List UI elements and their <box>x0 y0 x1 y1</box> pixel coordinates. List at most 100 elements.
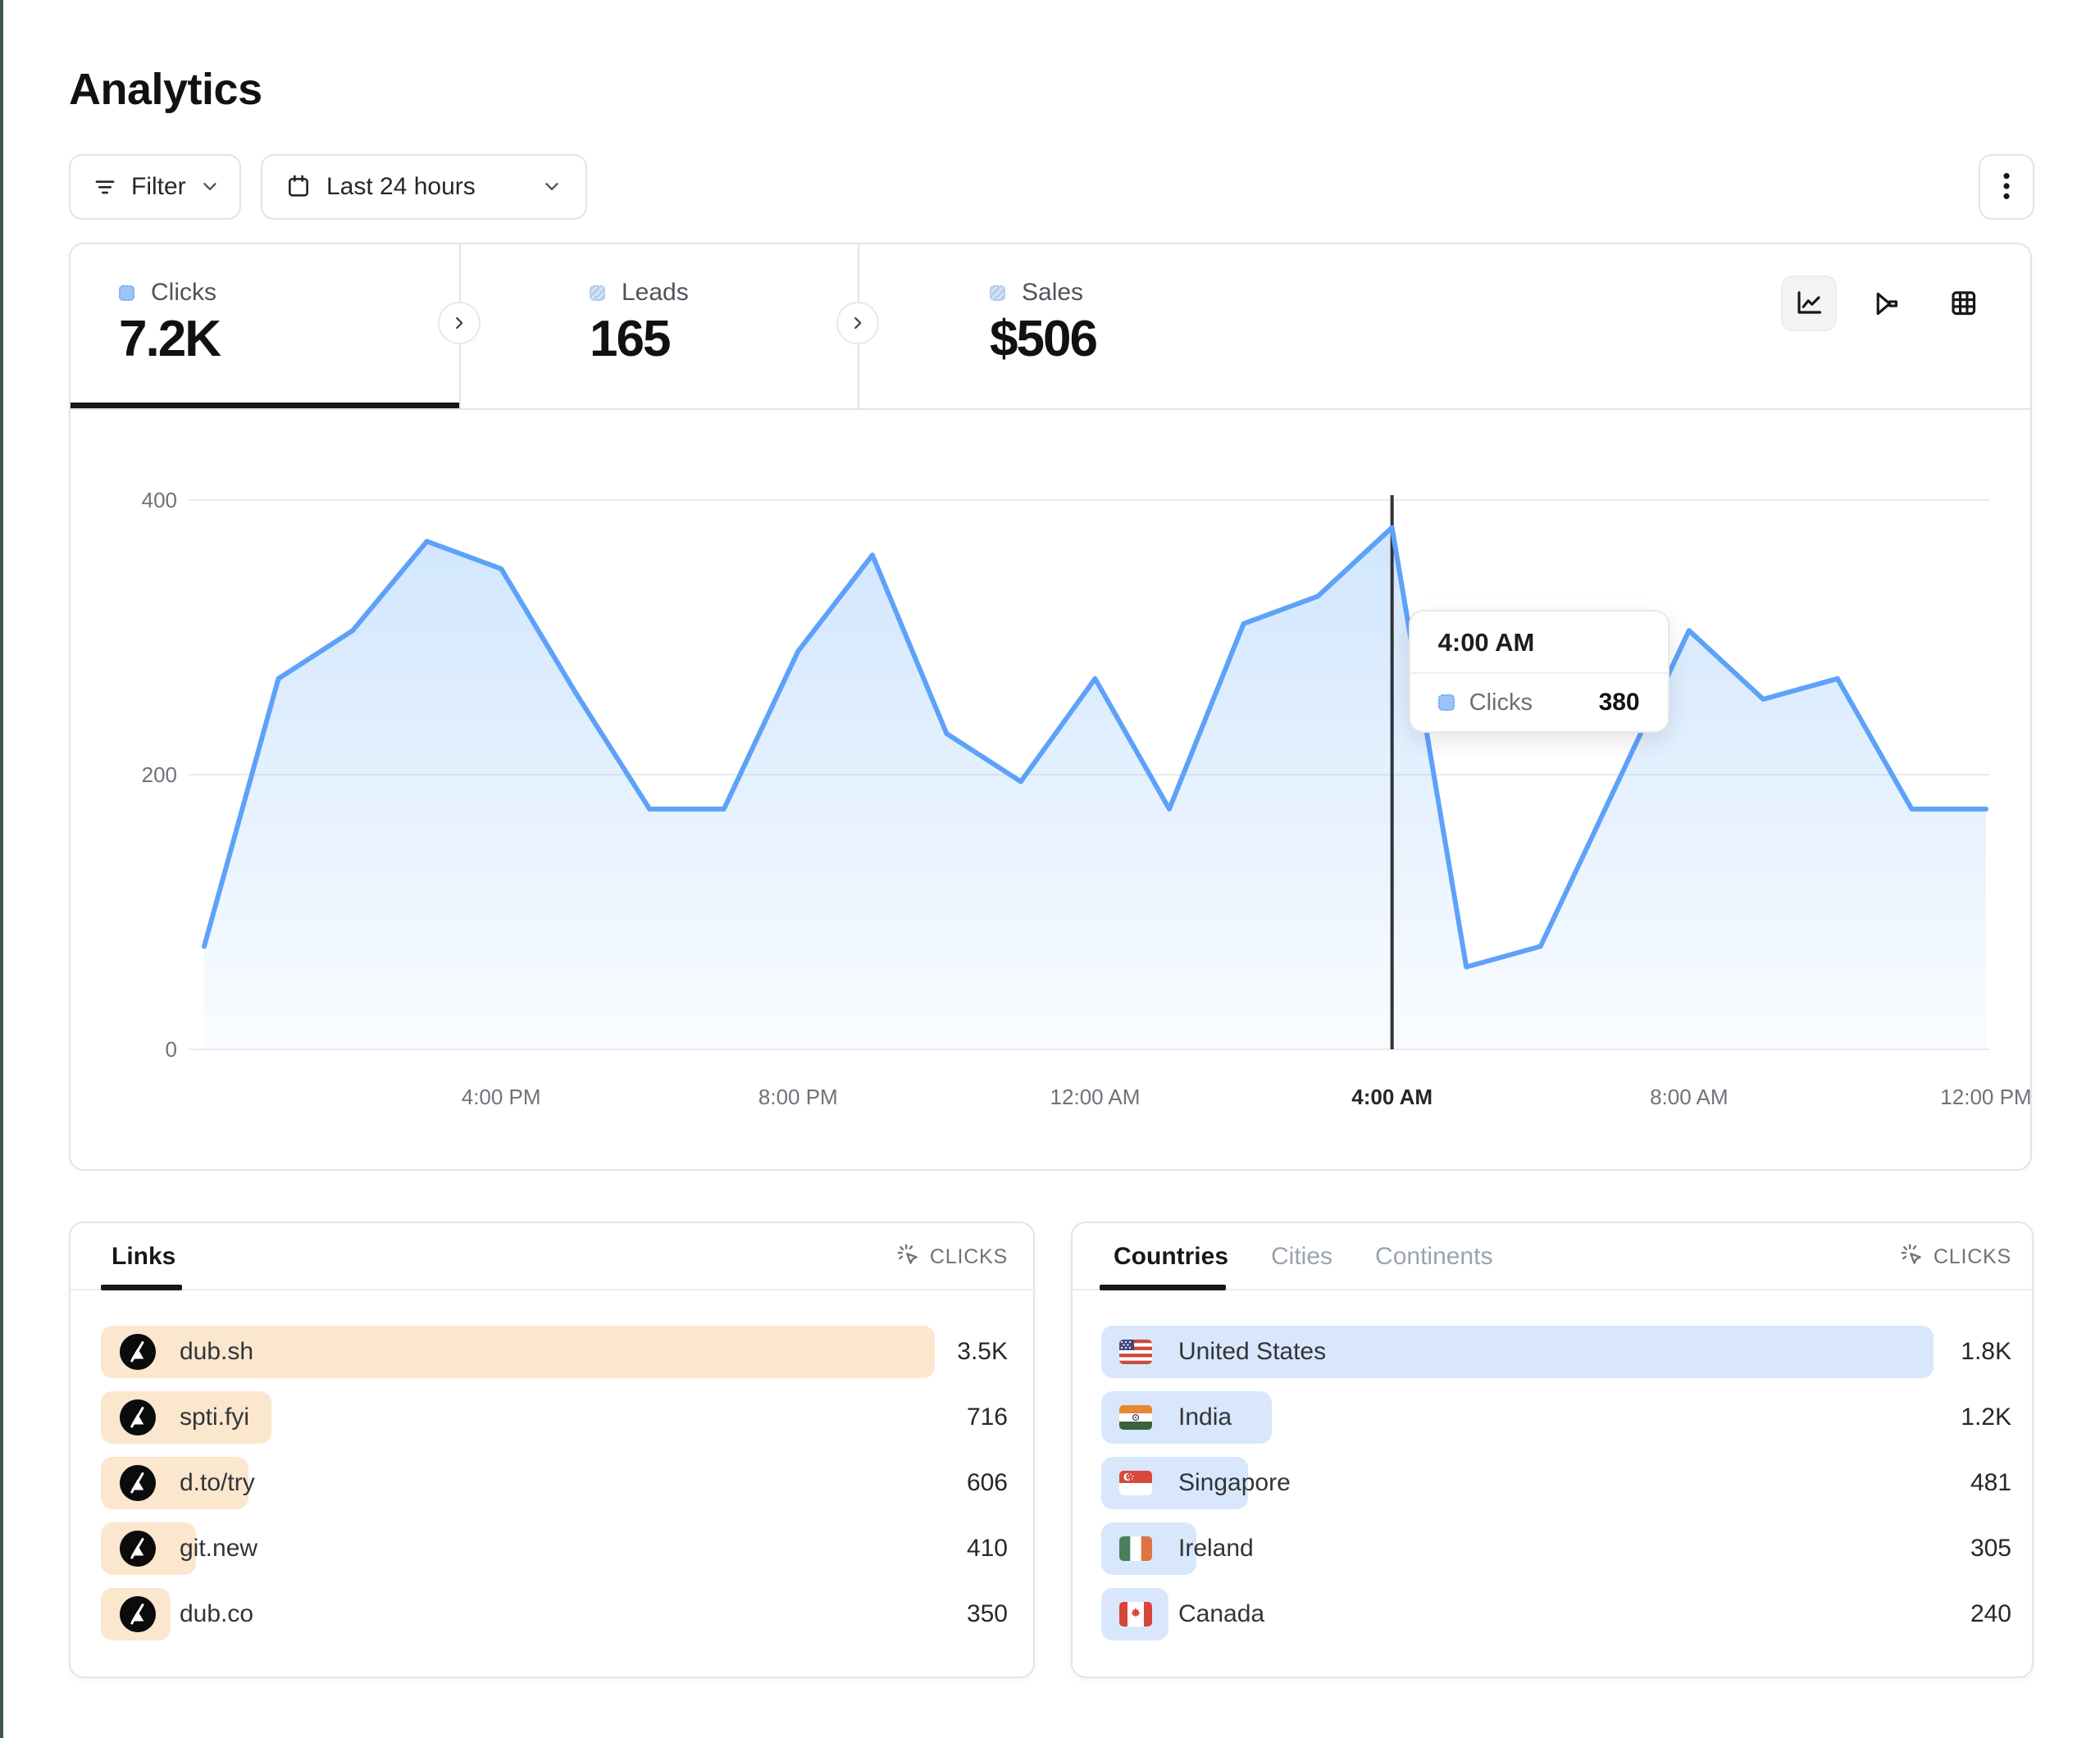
x-axis-label: 8:00 AM <box>1650 1085 1728 1109</box>
countries-metric-label: CLICKS <box>1933 1244 2011 1268</box>
country-row-label: Canada <box>1178 1600 1265 1627</box>
x-axis-label: 12:00 PM <box>1940 1085 2031 1109</box>
countries-panel: Countries Cities Continents CLICKS Unite… <box>1071 1222 2034 1678</box>
more-options-button[interactable] <box>1979 154 2034 220</box>
clicks-area-chart[interactable]: 0 200 400 4:00 PM 8:00 PM 12:00 AM 4:00 AM 8:00… <box>71 244 2032 1171</box>
tab-leads[interactable]: Leads 165 <box>461 244 858 408</box>
dub-logo-icon <box>120 1531 156 1567</box>
calendar-icon <box>285 173 312 202</box>
clicks-series-line <box>202 525 1988 970</box>
link-row-label: dub.sh <box>180 1338 254 1365</box>
links-panel-header: Links CLICKS <box>71 1223 1033 1290</box>
leads-legend-square <box>590 284 605 301</box>
tooltip-series-label: Clicks <box>1469 689 1533 716</box>
link-row-value: 3.5K <box>957 1338 1008 1365</box>
link-row-label: git.new <box>180 1535 258 1562</box>
date-range-label: Last 24 hours <box>326 173 476 200</box>
countries-list: United States 1.8K India 1.2K Singapore 481 Ir… <box>1101 1326 2011 1654</box>
metric-tabs: Clicks 7.2K Leads 165 Sales $506 <box>71 244 2030 410</box>
link-row-label: dub.co <box>180 1600 254 1627</box>
link-clicks-bar <box>101 1326 935 1378</box>
tab-cities[interactable]: Cities <box>1271 1243 1333 1270</box>
link-row[interactable]: dub.co 350 <box>101 1588 1008 1640</box>
ca-flag-icon <box>1119 1602 1152 1627</box>
country-row[interactable]: India 1.2K <box>1101 1391 2011 1444</box>
link-row-value: 410 <box>966 1535 1008 1562</box>
tab-links[interactable]: Links <box>112 1243 176 1270</box>
sales-legend-square <box>990 284 1005 301</box>
active-tab-underline <box>71 403 459 408</box>
date-range-button[interactable]: Last 24 hours <box>261 154 587 220</box>
country-row[interactable]: Ireland 305 <box>1101 1522 2011 1575</box>
filter-icon <box>92 173 118 202</box>
leads-tab-value: 165 <box>590 311 671 367</box>
clicks-tab-label: Clicks <box>151 279 216 306</box>
x-axis-label: 12:00 AM <box>1050 1085 1141 1109</box>
cursor-click-icon <box>1899 1242 1924 1272</box>
filter-button[interactable]: Filter <box>69 154 241 220</box>
country-row-value: 305 <box>1970 1535 2011 1562</box>
kebab-menu-icon <box>1993 168 2020 207</box>
x-axis-label: 4:00 PM <box>462 1085 541 1109</box>
links-panel: Links CLICKS dub.sh 3.5K spti.fyi 716 d.to/t… <box>69 1222 1035 1678</box>
tab-clicks[interactable]: Clicks 7.2K <box>71 244 459 408</box>
left-accent-strip <box>0 0 3 1738</box>
sales-tab-label: Sales <box>1022 279 1084 306</box>
link-row[interactable]: d.to/try 606 <box>101 1457 1008 1509</box>
countries-panel-header: Countries Cities Continents CLICKS <box>1073 1223 2032 1290</box>
country-row-label: Ireland <box>1178 1535 1254 1562</box>
dub-logo-icon <box>120 1596 156 1632</box>
tooltip-time: 4:00 AM <box>1437 628 1535 657</box>
country-row-value: 1.2K <box>1961 1404 2011 1431</box>
country-row-value: 240 <box>1970 1600 2011 1627</box>
page-title: Analytics <box>69 65 262 114</box>
y-axis-label-0: 0 <box>166 1037 177 1062</box>
x-axis-label: 4:00 AM <box>1351 1085 1433 1109</box>
y-axis-label-200: 200 <box>142 762 177 787</box>
chevron-down-icon <box>199 175 221 199</box>
link-row-label: d.to/try <box>180 1469 255 1496</box>
tab-continents[interactable]: Continents <box>1375 1243 1493 1270</box>
line-chart-icon <box>1794 288 1824 320</box>
tab-sales[interactable]: Sales $506 <box>859 244 1269 408</box>
link-row[interactable]: dub.sh 3.5K <box>101 1326 1008 1378</box>
funnel-chart-icon <box>1871 288 1901 320</box>
cursor-click-icon <box>895 1242 920 1272</box>
country-row-label: Singapore <box>1178 1469 1291 1496</box>
area-fill <box>204 527 1986 1049</box>
links-tab-underline <box>101 1285 182 1290</box>
sales-tab-value: $506 <box>990 311 1098 367</box>
links-metric-selector[interactable]: CLICKS <box>895 1223 1008 1290</box>
country-row[interactable]: Canada 240 <box>1101 1588 2011 1640</box>
expand-leads-button[interactable] <box>836 302 879 344</box>
link-row[interactable]: spti.fyi 716 <box>101 1391 1008 1444</box>
link-row-label: spti.fyi <box>180 1404 250 1431</box>
link-row-value: 606 <box>966 1469 1008 1496</box>
link-row-value: 350 <box>966 1600 1008 1627</box>
table-view-toggle-button[interactable] <box>1935 275 1991 331</box>
dub-logo-icon <box>120 1399 156 1435</box>
dub-logo-icon <box>120 1465 156 1501</box>
x-axis-label: 8:00 PM <box>758 1085 838 1109</box>
in-flag-icon <box>1119 1405 1152 1430</box>
tab-countries[interactable]: Countries <box>1114 1243 1229 1270</box>
link-row-value: 716 <box>966 1404 1008 1431</box>
clicks-legend-square <box>119 284 134 301</box>
funnel-chart-toggle-button[interactable] <box>1858 275 1914 331</box>
leads-tab-label: Leads <box>622 279 689 306</box>
country-row[interactable]: United States 1.8K <box>1101 1326 2011 1378</box>
expand-clicks-button[interactable] <box>438 302 481 344</box>
line-chart-toggle-button[interactable] <box>1781 275 1837 331</box>
analytics-card: Clicks 7.2K Leads 165 Sales $506 <box>69 243 2032 1171</box>
country-row[interactable]: Singapore 481 <box>1101 1457 2011 1509</box>
chart-type-toggles <box>1781 275 1991 331</box>
filter-button-label: Filter <box>131 173 186 200</box>
y-axis-label-400: 400 <box>142 488 177 512</box>
sg-flag-icon <box>1119 1471 1152 1495</box>
us-flag-icon <box>1119 1340 1152 1364</box>
link-row[interactable]: git.new 410 <box>101 1522 1008 1575</box>
countries-metric-selector[interactable]: CLICKS <box>1899 1223 2011 1290</box>
country-row-label: United States <box>1178 1338 1327 1365</box>
links-metric-label: CLICKS <box>929 1244 1008 1268</box>
